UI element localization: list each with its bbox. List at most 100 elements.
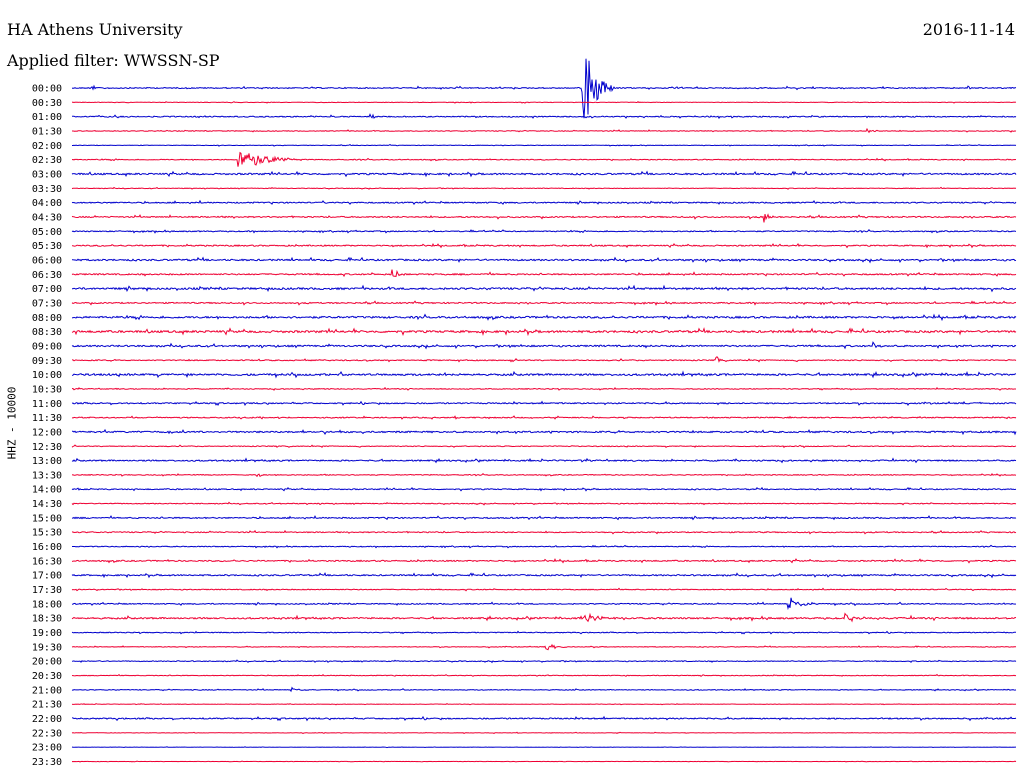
time-label: 11:00 bbox=[32, 399, 62, 410]
time-label: 16:00 bbox=[32, 542, 62, 553]
trace-0700 bbox=[72, 284, 1017, 293]
trace-1600 bbox=[72, 544, 1017, 549]
trace-0730 bbox=[71, 300, 1017, 306]
time-label: 21:00 bbox=[32, 685, 62, 696]
trace-0900 bbox=[71, 341, 1017, 350]
time-label: 03:00 bbox=[32, 169, 62, 180]
time-label: 12:00 bbox=[32, 427, 62, 438]
time-label: 02:00 bbox=[32, 141, 62, 152]
trace-1000 bbox=[71, 370, 1017, 379]
time-label: 22:00 bbox=[32, 714, 62, 725]
trace-0800 bbox=[71, 313, 1017, 322]
time-label: 14:30 bbox=[32, 499, 62, 510]
trace-1400 bbox=[71, 486, 1017, 492]
time-label: 05:30 bbox=[32, 241, 62, 252]
trace-1930 bbox=[71, 643, 1017, 651]
date-label: 2016-11-14 bbox=[922, 20, 1015, 39]
time-label: 16:30 bbox=[32, 556, 62, 567]
time-label: 20:30 bbox=[32, 671, 62, 682]
time-label: 13:30 bbox=[32, 470, 62, 481]
trace-0830 bbox=[71, 327, 1017, 337]
time-label: 13:00 bbox=[32, 456, 62, 467]
trace-0230 bbox=[71, 151, 1017, 167]
trace-0630 bbox=[71, 269, 1017, 278]
trace-2200 bbox=[72, 715, 1017, 722]
trace-0100 bbox=[71, 113, 1017, 120]
filter-label: Applied filter: WWSSN-SP bbox=[7, 51, 220, 70]
time-label: 23:00 bbox=[32, 743, 62, 754]
trace-0030 bbox=[71, 101, 1017, 104]
time-label: 05:00 bbox=[32, 227, 62, 238]
trace-1330 bbox=[71, 473, 1017, 478]
trace-0930 bbox=[72, 356, 1017, 363]
trace-1630 bbox=[71, 558, 1017, 564]
time-label: 09:00 bbox=[32, 341, 62, 352]
trace-0000 bbox=[71, 58, 1017, 119]
station-title: HA Athens University bbox=[7, 20, 183, 39]
trace-0300 bbox=[71, 170, 1017, 178]
time-label: 18:00 bbox=[32, 599, 62, 610]
trace-2230 bbox=[71, 731, 1017, 734]
time-label: 01:30 bbox=[32, 126, 62, 137]
trace-0330 bbox=[71, 186, 1017, 190]
time-label: 15:30 bbox=[32, 528, 62, 539]
time-label: 08:00 bbox=[32, 313, 62, 324]
time-label: 12:30 bbox=[32, 442, 62, 453]
trace-1030 bbox=[71, 386, 1016, 391]
time-label: 04:30 bbox=[32, 212, 62, 223]
time-label: 20:00 bbox=[32, 657, 62, 668]
trace-1100 bbox=[71, 400, 1017, 407]
trace-2130 bbox=[71, 702, 1017, 706]
time-label: 19:00 bbox=[32, 628, 62, 639]
trace-1130 bbox=[71, 415, 1017, 420]
time-label: 21:30 bbox=[32, 700, 62, 711]
trace-1700 bbox=[71, 572, 1017, 579]
trace-0200 bbox=[72, 143, 1017, 147]
trace-1530 bbox=[71, 529, 1017, 535]
trace-0430 bbox=[71, 213, 1017, 223]
trace-1800 bbox=[71, 597, 1017, 611]
time-label: 00:30 bbox=[32, 98, 62, 109]
time-label: 09:30 bbox=[32, 356, 62, 367]
time-label: 04:00 bbox=[32, 198, 62, 209]
time-label: 06:30 bbox=[32, 270, 62, 281]
trace-1500 bbox=[71, 515, 1017, 521]
time-label: 22:30 bbox=[32, 728, 62, 739]
trace-1230 bbox=[71, 444, 1017, 449]
trace-1430 bbox=[71, 501, 1017, 506]
trace-1300 bbox=[71, 457, 1017, 464]
time-label: 07:00 bbox=[32, 284, 62, 295]
time-label: 15:00 bbox=[32, 513, 62, 524]
trace-0600 bbox=[71, 256, 1017, 264]
time-label: 18:30 bbox=[32, 614, 62, 625]
trace-2300 bbox=[71, 746, 1016, 749]
trace-2100 bbox=[71, 686, 1017, 693]
time-label: 14:00 bbox=[32, 485, 62, 496]
trace-0400 bbox=[71, 199, 1017, 206]
trace-1200 bbox=[72, 428, 1017, 436]
time-label: 17:30 bbox=[32, 585, 62, 596]
trace-2000 bbox=[71, 659, 1017, 664]
trace-2330 bbox=[71, 760, 1017, 763]
time-label: 01:00 bbox=[32, 112, 62, 123]
time-label: 10:00 bbox=[32, 370, 62, 381]
time-label: 02:30 bbox=[32, 155, 62, 166]
trace-2030 bbox=[71, 673, 1017, 677]
time-label: 06:00 bbox=[32, 255, 62, 266]
trace-0500 bbox=[71, 229, 1017, 234]
trace-1900 bbox=[71, 630, 1017, 635]
time-label: 10:30 bbox=[32, 384, 62, 395]
trace-0130 bbox=[72, 127, 1017, 134]
time-label: 07:30 bbox=[32, 298, 62, 309]
trace-1830 bbox=[71, 612, 1017, 623]
time-label: 23:30 bbox=[32, 757, 62, 768]
time-label: 00:00 bbox=[32, 84, 62, 95]
trace-1730 bbox=[71, 587, 1017, 592]
trace-0530 bbox=[71, 242, 1017, 249]
time-label: 03:30 bbox=[32, 184, 62, 195]
time-label: 17:00 bbox=[32, 571, 62, 582]
time-label: 19:30 bbox=[32, 642, 62, 653]
time-label: 11:30 bbox=[32, 413, 62, 424]
time-label: 08:30 bbox=[32, 327, 62, 338]
